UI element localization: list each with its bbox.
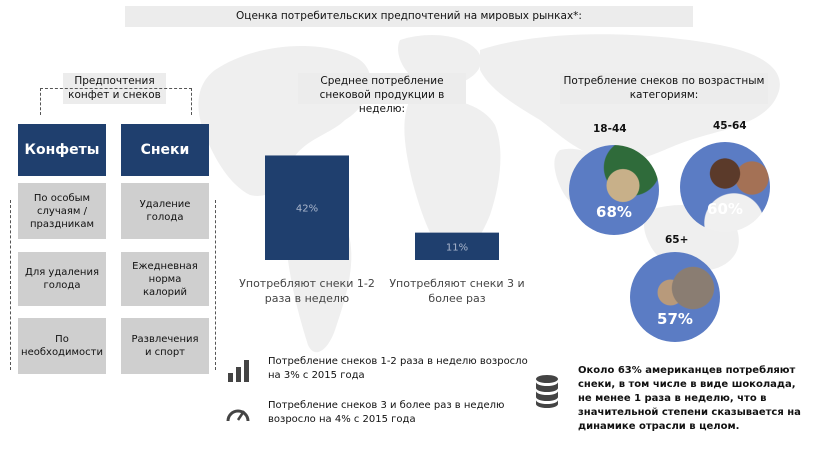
age-consumption-header: Потребление снеков по возрастным категор… bbox=[560, 73, 768, 104]
candy-item-occasions: По особым случаям / праздникам bbox=[18, 183, 106, 239]
bar-chart-icon bbox=[228, 360, 249, 382]
gauge-icon bbox=[226, 409, 250, 422]
weekly-consumption-chart: 42% 11% bbox=[265, 155, 499, 260]
candy-column-header: Конфеты bbox=[18, 124, 106, 176]
database-icon bbox=[536, 375, 558, 408]
bar-value-label-2: 11% bbox=[446, 242, 468, 253]
age-value-45-64: 60% bbox=[707, 200, 743, 218]
age-photo-65-plus: 57% bbox=[630, 252, 720, 342]
growth-note-2: Потребление снеков 3 и более раз в недел… bbox=[268, 400, 505, 425]
growth-note-1: Потребление снеков 1-2 раза в неделю воз… bbox=[268, 356, 528, 381]
age-label-65-plus: 65+ bbox=[665, 234, 689, 246]
age-value-65-plus: 57% bbox=[657, 310, 693, 328]
bar-2 bbox=[415, 232, 499, 260]
candy-items-connector bbox=[10, 200, 15, 370]
americans-note: Около 63% американцев потребляют снеки, … bbox=[578, 365, 801, 432]
bar-1 bbox=[265, 155, 349, 260]
header-connector-dashed bbox=[40, 88, 192, 115]
snacks-item-hunger: Удаление голода bbox=[121, 183, 209, 239]
weekly-consumption-header: Среднее потребление снековой продукции в… bbox=[298, 73, 466, 115]
bar-value-label-1: 42% bbox=[296, 204, 318, 215]
page-title: Оценка потребительских предпочтений на м… bbox=[125, 6, 693, 27]
age-photo-45-64: 60% bbox=[680, 142, 770, 232]
bar-category-label-2: Употребляют снеки 3 и более раз bbox=[389, 277, 525, 305]
bar-category-label-1: Употребляют снеки 1-2 раза в неделю bbox=[239, 277, 375, 305]
candy-item-necessity: По необходимости bbox=[18, 318, 106, 374]
snacks-items-connector bbox=[211, 200, 216, 370]
age-label-45-64: 45-64 bbox=[713, 120, 747, 132]
age-photo-18-44: 68% bbox=[569, 145, 659, 235]
snacks-item-entertainment: Развлечения и спорт bbox=[121, 318, 209, 374]
snacks-column-header: Снеки bbox=[121, 124, 209, 176]
age-label-18-44: 18-44 bbox=[593, 123, 627, 135]
age-value-18-44: 68% bbox=[596, 203, 632, 221]
snacks-item-daily-calories: Ежедневная норма калорий bbox=[121, 252, 209, 306]
candy-item-hunger: Для удаления голода bbox=[18, 252, 106, 306]
